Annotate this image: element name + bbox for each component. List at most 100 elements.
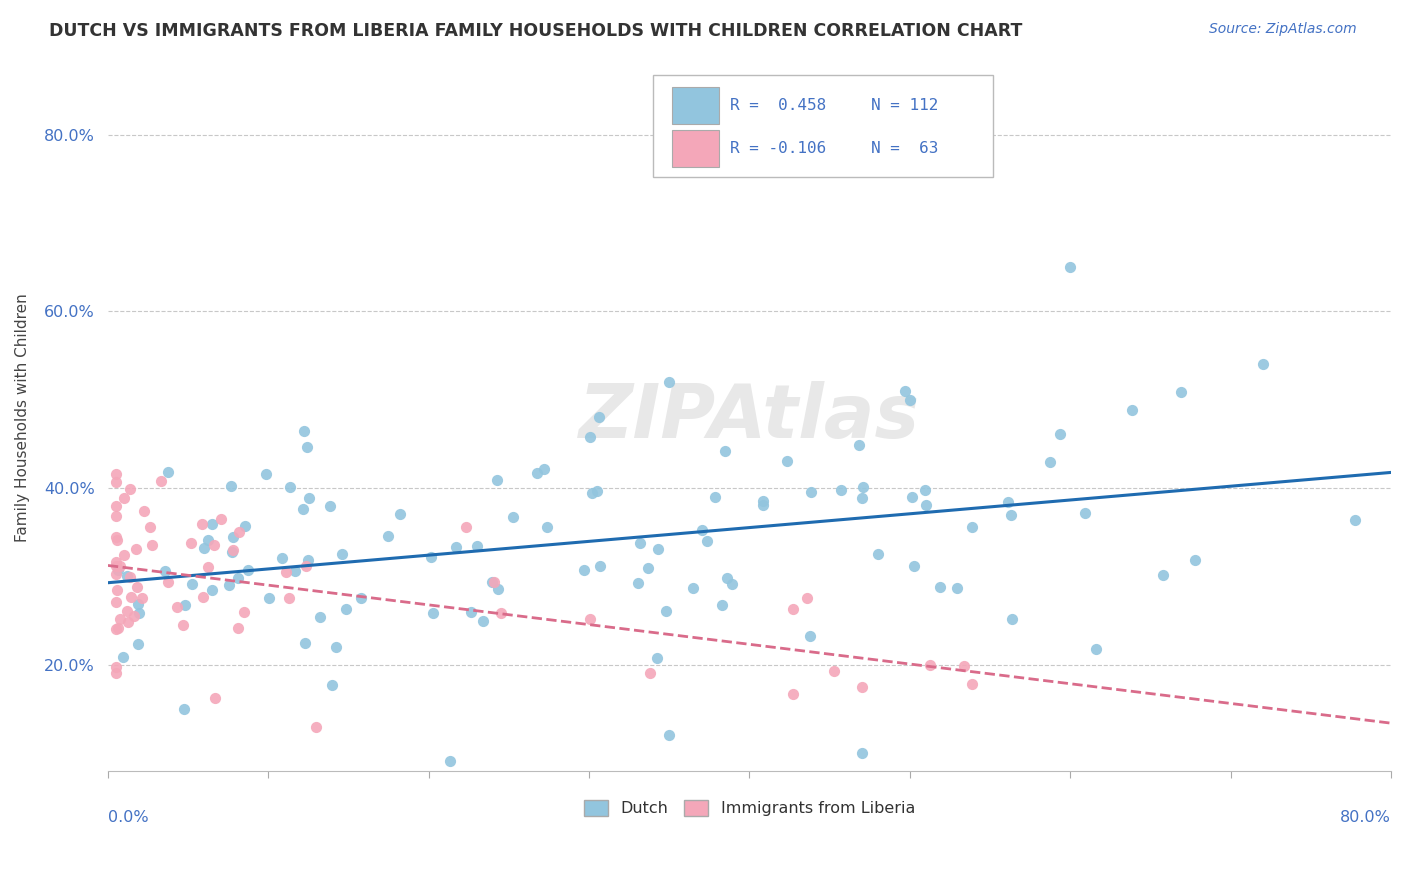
Point <box>156 465 179 479</box>
Point <box>180 577 202 591</box>
Point <box>658 728 681 742</box>
Point <box>775 454 797 468</box>
Point <box>284 564 307 578</box>
Point <box>127 637 149 651</box>
Point <box>254 467 277 481</box>
Point <box>104 509 127 524</box>
Point <box>226 621 249 635</box>
Point <box>128 607 150 621</box>
Point <box>120 570 142 584</box>
Point <box>332 547 354 561</box>
Point <box>105 567 128 582</box>
Point <box>112 549 135 563</box>
Point <box>294 636 316 650</box>
Point <box>201 582 224 597</box>
Point <box>124 542 146 557</box>
FancyBboxPatch shape <box>672 87 718 124</box>
Point <box>193 541 215 555</box>
Point <box>866 547 889 561</box>
Point <box>156 575 179 590</box>
Point <box>222 543 245 558</box>
Point <box>638 665 661 680</box>
Point <box>124 609 146 624</box>
Point <box>628 536 651 550</box>
Text: 80.0%: 80.0% <box>1340 810 1391 824</box>
Point <box>1184 553 1206 567</box>
Point <box>704 491 727 505</box>
Point <box>104 531 127 545</box>
Point <box>581 486 603 500</box>
Point <box>901 490 924 504</box>
Point <box>112 491 135 506</box>
Point <box>502 510 524 524</box>
Point <box>852 480 875 494</box>
Point <box>489 607 512 621</box>
Point <box>588 409 610 424</box>
Point <box>173 702 195 716</box>
Point <box>848 438 870 452</box>
Point <box>945 582 967 596</box>
Point <box>274 565 297 579</box>
Text: R =  0.458: R = 0.458 <box>730 98 827 113</box>
Point <box>131 591 153 606</box>
Point <box>209 512 232 526</box>
Point <box>465 540 488 554</box>
Point <box>782 687 804 701</box>
Point <box>166 599 188 614</box>
Point <box>471 614 494 628</box>
Point <box>120 590 142 604</box>
Point <box>579 430 602 444</box>
Y-axis label: Family Households with Children: Family Households with Children <box>15 293 30 541</box>
Point <box>174 599 197 613</box>
Text: N = 112: N = 112 <box>872 98 939 113</box>
Point <box>297 491 319 505</box>
Point <box>696 533 718 548</box>
Point <box>236 563 259 577</box>
Point <box>626 575 648 590</box>
Point <box>586 483 609 498</box>
Point <box>180 536 202 550</box>
Point <box>104 666 127 681</box>
Point <box>104 467 127 482</box>
Point <box>112 650 135 665</box>
Point <box>108 612 131 626</box>
Point <box>132 504 155 518</box>
Point <box>115 604 138 618</box>
Point <box>202 538 225 552</box>
Point <box>127 580 149 594</box>
Point <box>226 571 249 585</box>
Point <box>572 563 595 577</box>
Point <box>655 604 678 618</box>
Point <box>1170 384 1192 399</box>
Point <box>914 483 936 497</box>
Point <box>297 440 319 454</box>
Point <box>197 560 219 574</box>
Text: DUTCH VS IMMIGRANTS FROM LIBERIA FAMILY HOUSEHOLDS WITH CHILDREN CORRELATION CHA: DUTCH VS IMMIGRANTS FROM LIBERIA FAMILY … <box>49 22 1022 40</box>
Point <box>104 622 127 636</box>
Point <box>138 520 160 534</box>
Point <box>233 519 256 533</box>
Point <box>120 482 142 496</box>
Point <box>658 375 681 389</box>
Point <box>105 582 128 597</box>
Point <box>291 501 314 516</box>
Point <box>218 578 240 592</box>
Point <box>104 555 127 569</box>
Point <box>588 559 610 574</box>
Point <box>903 558 925 573</box>
Point <box>190 516 212 531</box>
Text: 0.0%: 0.0% <box>108 810 149 824</box>
Point <box>155 564 177 578</box>
Point <box>197 533 219 547</box>
Point <box>1085 642 1108 657</box>
Point <box>228 524 250 539</box>
Point <box>319 499 342 513</box>
Point <box>962 676 984 690</box>
Point <box>221 530 243 544</box>
Text: R = -0.106: R = -0.106 <box>730 141 827 155</box>
Point <box>107 564 129 578</box>
Point <box>219 478 242 492</box>
Point <box>1049 426 1071 441</box>
Point <box>1039 455 1062 469</box>
Point <box>997 495 1019 509</box>
